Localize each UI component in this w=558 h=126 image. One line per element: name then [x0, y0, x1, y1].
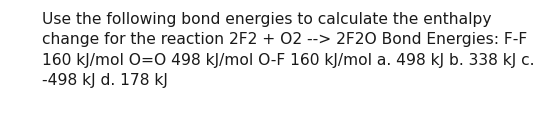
Text: Use the following bond energies to calculate the enthalpy
change for the reactio: Use the following bond energies to calcu…: [42, 12, 535, 88]
